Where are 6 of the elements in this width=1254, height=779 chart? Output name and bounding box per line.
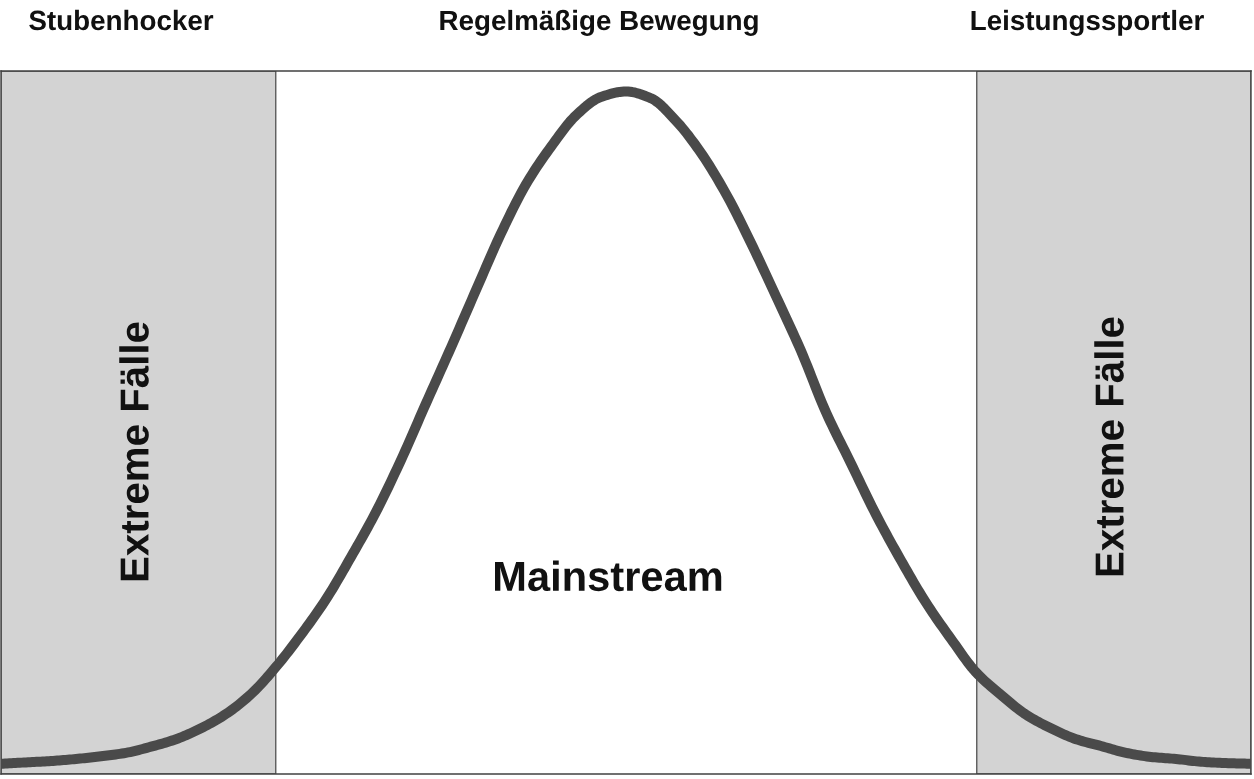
- text: Stubenhocker: [29, 9, 214, 31]
- text: Regelmäßige Bewegung: [440, 9, 758, 36]
- annotation: Mainstream: [495, 560, 722, 592]
- annotation: Extreme Fälle: [119, 322, 149, 581]
- annotation: Extreme Fälle: [1094, 317, 1124, 576]
- text: Leistungssportler: [971, 9, 1204, 36]
